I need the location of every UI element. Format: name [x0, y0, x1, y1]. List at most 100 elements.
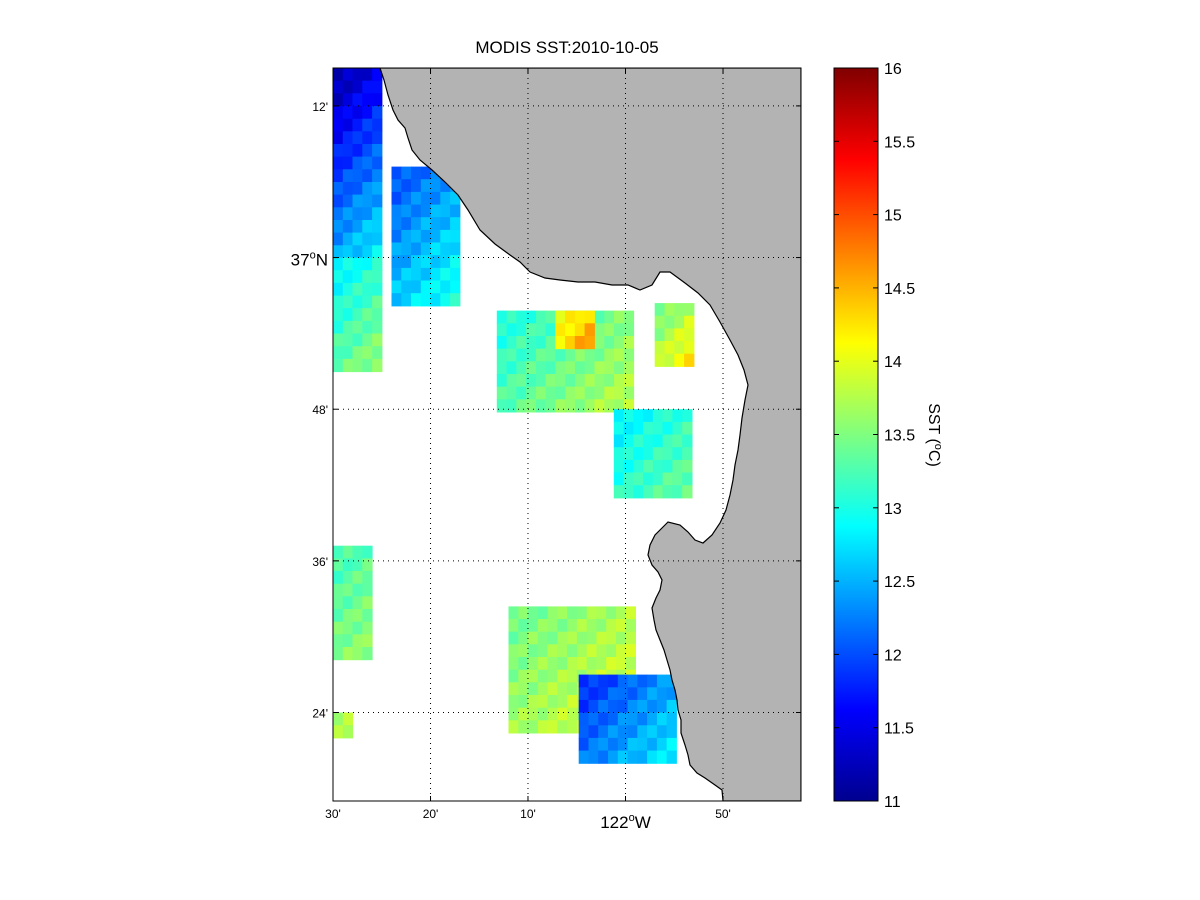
sst-patch-bay-warm-spot: [555, 310, 595, 350]
sst-cell: [411, 280, 422, 294]
sst-cell: [547, 606, 558, 620]
sst-cell: [352, 295, 363, 309]
sst-cell: [518, 695, 529, 709]
sst-cell: [643, 447, 654, 461]
sst-cell: [362, 194, 373, 208]
sst-cell: [342, 169, 354, 183]
sst-cell: [506, 348, 517, 362]
sst-cell: [537, 695, 549, 709]
sst-patch-bay-northeast: [654, 303, 695, 367]
sst-cell: [594, 348, 605, 362]
sst-cell: [342, 583, 354, 597]
sst-cell: [420, 255, 432, 269]
sst-cell: [333, 712, 344, 726]
sst-cell: [352, 80, 363, 94]
sst-cell: [616, 657, 627, 671]
sst-cell: [496, 374, 508, 388]
sst-cell: [450, 255, 461, 269]
sst-cell: [545, 336, 556, 350]
sst-cell: [666, 750, 677, 764]
sst-cell: [637, 687, 648, 701]
sst-cell: [576, 631, 588, 645]
x-tick-label: 50': [715, 807, 731, 821]
sst-cell: [391, 267, 402, 282]
sst-cell: [547, 695, 558, 709]
sst-cell: [411, 204, 422, 218]
sst-cell: [614, 399, 625, 413]
sst-cell: [604, 399, 615, 413]
sst-cell: [535, 399, 547, 413]
sst-cell: [625, 657, 636, 671]
sst-cell: [614, 361, 625, 375]
sst-cell: [654, 328, 665, 342]
sst-cell: [362, 131, 373, 145]
sst-cell: [557, 631, 568, 645]
sst-cell: [557, 619, 568, 633]
sst-cell: [362, 621, 373, 635]
sst-cell: [352, 144, 363, 158]
sst-cell: [420, 166, 432, 180]
figure-title: MODIS SST:2010-10-05: [475, 38, 658, 57]
sst-cell: [567, 631, 578, 645]
sst-cell: [352, 220, 363, 234]
sst-cell: [506, 386, 517, 400]
sst-cell: [682, 434, 693, 448]
sst-cell: [578, 674, 589, 688]
sst-cell: [420, 179, 432, 193]
sst-cell: [616, 606, 627, 620]
sst-cell: [440, 267, 451, 282]
sst-cell: [496, 361, 508, 375]
sst-cell: [555, 399, 566, 413]
map-frame: [332, 67, 802, 802]
sst-cell: [411, 255, 422, 269]
sst-cell: [666, 725, 677, 739]
sst-cell: [333, 106, 344, 120]
sst-cell: [333, 609, 344, 623]
sst-cell: [608, 712, 619, 726]
sst-cell: [362, 571, 373, 585]
sst-cell: [440, 217, 451, 231]
sst-cell: [342, 346, 354, 360]
sst-cell: [372, 282, 383, 297]
sst-cell: [596, 657, 607, 671]
sst-cell: [342, 156, 354, 170]
sst-cell: [567, 695, 578, 709]
sst-cell: [584, 386, 595, 400]
sst-cell: [528, 707, 539, 721]
sst-cell: [391, 255, 402, 269]
sst-cell: [672, 447, 683, 461]
sst-cell: [333, 93, 344, 107]
sst-cell: [656, 674, 668, 688]
sst-cell: [555, 323, 566, 337]
sst-cell: [352, 320, 363, 335]
sst-cell: [613, 485, 625, 499]
sst-cell: [656, 725, 668, 739]
sst-cell: [508, 720, 519, 734]
sst-cell: [596, 631, 607, 645]
sst-cell: [567, 720, 578, 734]
sst-cell: [627, 750, 638, 764]
sst-cell: [535, 336, 547, 350]
sst-cell: [623, 399, 635, 413]
sst-cell: [430, 242, 441, 256]
sst-cell: [574, 310, 586, 324]
sst-cell: [333, 207, 344, 221]
colorbar-tick-label: 13: [884, 501, 902, 518]
sst-cell: [372, 106, 383, 120]
sst-cell: [623, 336, 635, 350]
sst-cell: [333, 257, 344, 271]
y-tick-label: 37oN: [291, 250, 328, 270]
sst-cell: [588, 699, 599, 714]
sst-cell: [598, 674, 609, 688]
sst-cell: [496, 348, 508, 362]
sst-cell: [608, 750, 619, 764]
sst-cell: [401, 204, 412, 218]
sst-patch-south-warm: [508, 606, 636, 734]
sst-cell: [594, 361, 605, 375]
sst-cell: [440, 280, 451, 294]
sst-cell: [401, 267, 412, 282]
sst-cell: [518, 606, 529, 620]
sst-cell: [518, 631, 529, 645]
sst-cell: [450, 293, 461, 307]
sst-cell: [565, 323, 576, 337]
